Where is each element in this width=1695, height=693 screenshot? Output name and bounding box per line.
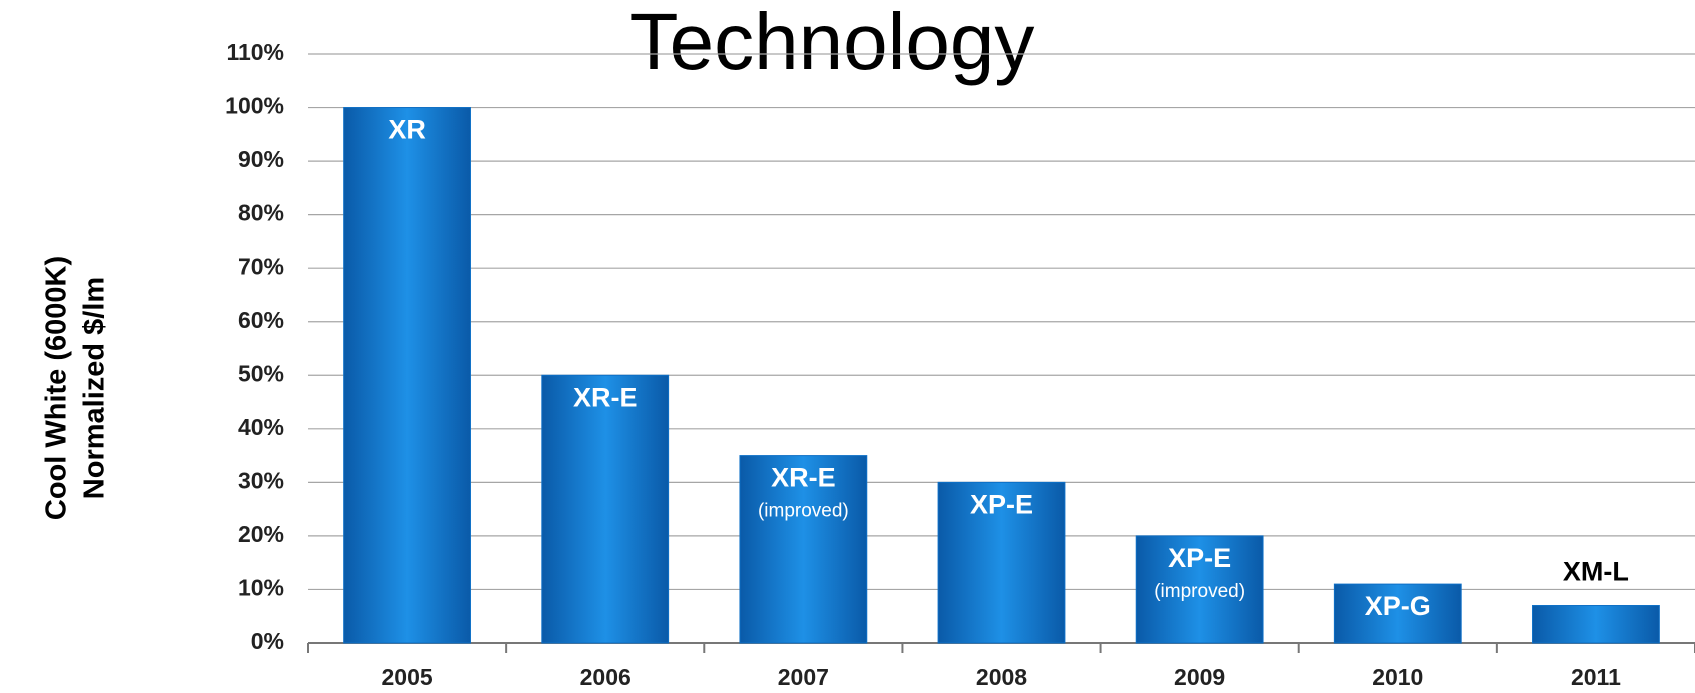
x-tick-label: 2009: [1174, 664, 1225, 690]
bar-label: XR-E: [573, 382, 638, 412]
bar: [344, 108, 471, 643]
bar-label: XP-E: [1168, 543, 1231, 573]
x-tick-label: 2010: [1372, 664, 1423, 690]
y-tick-label: 20%: [238, 521, 284, 547]
y-tick-label: 0%: [251, 628, 284, 654]
bar: [1533, 606, 1660, 643]
x-tick-label: 2007: [778, 664, 829, 690]
bar-label: XR: [388, 115, 426, 145]
y-axis-label: Normalized $/lm: [79, 277, 111, 499]
bar-label: XM-L: [1563, 557, 1629, 587]
y-tick-label: 70%: [238, 253, 284, 279]
y-tick-label: 50%: [238, 360, 284, 386]
y-tick-label: 30%: [238, 467, 284, 493]
y-tick-label: 80%: [238, 200, 284, 226]
y-axis-label: Cool White (6000K): [41, 256, 73, 520]
bar-sublabel: (improved): [1154, 581, 1245, 602]
x-tick-label: 2006: [580, 664, 631, 690]
bar-sublabel: (improved): [758, 501, 849, 522]
x-tick-label: 2011: [1571, 664, 1621, 690]
chart-title: Technology: [630, 0, 1035, 86]
y-tick-label: 60%: [238, 307, 284, 333]
y-tick-label: 110%: [226, 39, 284, 65]
bar: [542, 375, 669, 643]
bar-label: XP-G: [1365, 591, 1431, 621]
y-tick-label: 40%: [238, 414, 284, 440]
y-tick-label: 100%: [225, 93, 284, 119]
x-tick-label: 2005: [381, 664, 432, 690]
x-tick-label: 2008: [976, 664, 1027, 690]
y-tick-label: 90%: [238, 146, 284, 172]
y-tick-label: 10%: [238, 575, 284, 601]
chart: Technology Cool White (6000K) Normalized…: [0, 0, 1695, 693]
bar-label: XP-E: [970, 489, 1033, 519]
bar-label: XR-E: [771, 463, 836, 493]
